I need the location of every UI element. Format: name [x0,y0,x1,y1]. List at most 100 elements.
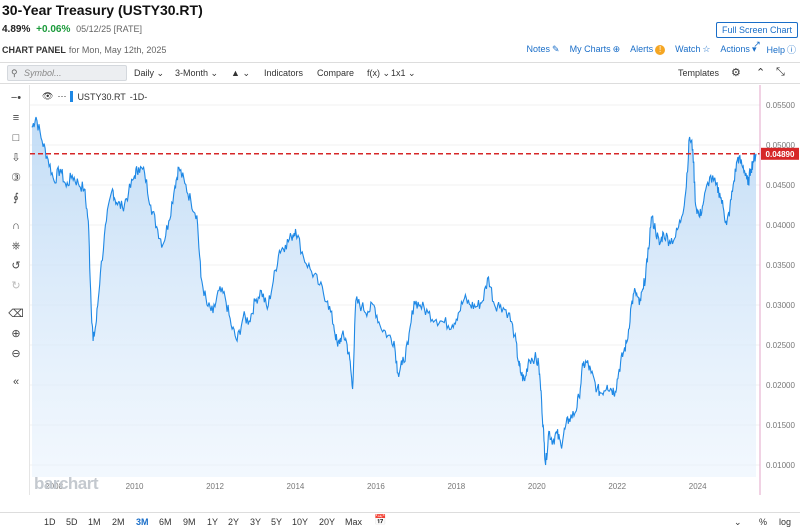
compare-button[interactable]: Compare [317,68,355,78]
counter-tool-icon[interactable]: ③ [11,172,21,184]
percent-toggle[interactable]: % [759,517,768,527]
more-icon[interactable]: ⋯ [57,91,67,101]
collapse-sidebar-icon[interactable]: « [12,376,20,388]
last-value-tag: 0.04890 [761,147,799,160]
period-dropdown[interactable]: 3-Month ⌄ [175,68,218,79]
x-tick-label: 2012 [206,482,224,491]
indicators-button[interactable]: Indicators [264,68,304,78]
templates-button[interactable]: Templates [678,68,720,78]
watch-link[interactable]: Watch ☆ [675,44,710,55]
range-button-6m[interactable]: 6M [159,517,172,527]
chevron-down-icon[interactable]: ⌄ [734,517,742,527]
chevron-down-icon: ⌄ [408,68,416,78]
range-button-3m[interactable]: 3M [136,517,149,527]
symbol-search-input[interactable]: ⚲ Symbol... [7,65,127,81]
chart-panel-label: CHART PANEL [2,45,66,55]
page-title: 30-Year Treasury (USTY30.RT) [2,2,203,18]
fullscreen-toggle-icon[interactable]: ⤡ [776,66,785,78]
help-icon: ⓘ [786,45,796,55]
fx-dropdown[interactable]: f(x) ⌄ [367,68,390,79]
series-swatch [70,91,74,102]
pattern-tool-icon[interactable]: ∮ [13,192,19,204]
help-label: Help [766,45,785,55]
full-screen-label: Full Screen Chart [721,25,793,35]
caret-down-icon: ▾ [751,44,757,54]
log-toggle[interactable]: log [779,517,792,527]
y-tick-label: 0.02500 [766,341,795,350]
interval-label: Daily [134,68,155,78]
redo-icon[interactable]: ↻ [11,280,21,292]
chevron-down-icon: ⌄ [210,68,219,78]
calendar-icon[interactable]: 📅 [374,515,387,526]
drawing-toolbar: −• ≡ □ ⇩ ③ ∮ ∩ ⎈ ↺ ↻ ⌫ ⊕ ⊖ « [0,85,30,495]
y-tick-label: 0.01000 [766,461,795,470]
y-tick-label: 0.05000 [766,141,795,150]
chart-legend: 👁 ⋯ USTY30.RT -1D- [42,91,147,102]
last-value-label: 0.04890 [766,150,795,159]
range-button-2y[interactable]: 2Y [228,517,240,527]
zoom-out-icon[interactable]: ⊖ [11,348,21,360]
y-tick-label: 0.02000 [766,381,795,390]
range-button-1y[interactable]: 1Y [207,517,219,527]
range-button-max[interactable]: Max [345,517,363,527]
y-axis: 0.05500 0.05000 0.04500 0.04000 0.03500 0.030… [766,101,795,470]
x-tick-label: 2024 [689,482,707,491]
undo-icon[interactable]: ↺ [11,260,21,272]
range-bar: 📅 ⌄ % log 1D 5D 1M 2M 3M 6M 9M 1Y 2Y 3Y 5Y 10Y 20Y Ma… [0,512,800,531]
range-button-10y[interactable]: 10Y [292,517,309,527]
alerts-label: Alerts [630,44,654,54]
expand-icon: ↗ [753,39,761,49]
range-button-1d[interactable]: 1D [44,517,56,527]
range-button-9m[interactable]: 9M [183,517,196,527]
chart-toolbar: ⚲ Symbol... Daily ⌄ 3-Month ⌄ ▲ ⌄ Indica… [0,62,800,84]
range-button-5y[interactable]: 5Y [271,517,283,527]
rectangle-tool-icon[interactable]: □ [12,132,20,144]
layout-label: 1x1 [391,68,406,78]
period-label: 3-Month [175,68,209,78]
last-price: 4.89% [2,24,31,35]
line-tool-icon[interactable]: −• [10,92,22,104]
arrow-tool-icon[interactable]: ⇩ [11,152,21,164]
quote-meta: 05/12/25 [RATE] [76,24,142,34]
chart-type-dropdown[interactable]: ▲ ⌄ [231,68,250,79]
edit-icon: ✎ [552,44,560,54]
y-tick-label: 0.04500 [766,181,795,190]
x-tick-label: 2008 [45,482,63,491]
legend-symbol: USTY30.RT [77,91,126,102]
layout-dropdown[interactable]: 1x1 ⌄ [391,68,416,79]
my-charts-link[interactable]: My Charts ⊕ [570,44,621,55]
chart-header: 30-Year Treasury (USTY30.RT) 4.89% +0.06… [0,0,800,62]
actions-dropdown[interactable]: Actions ▾ [720,44,756,55]
collapse-icon[interactable]: ⌃ [756,67,766,79]
eye-icon[interactable]: 👁 [42,91,54,101]
interval-dropdown[interactable]: Daily ⌄ [134,68,164,79]
x-tick-label: 2010 [126,482,144,491]
gear-icon[interactable]: ⚙ [731,67,741,79]
chevron-down-icon: ⌄ [382,68,391,78]
chevron-down-icon: ⌄ [242,68,250,78]
price-change: +0.06% [36,24,71,35]
fib-tool-icon[interactable]: ≡ [12,112,20,124]
lock-icon[interactable]: ⎈ [11,240,21,252]
search-icon: ⚲ [11,68,18,78]
y-tick-label: 0.04000 [766,221,795,230]
chevron-down-icon: ⌄ [156,68,165,78]
y-tick-label: 0.03500 [766,261,795,270]
zoom-in-icon[interactable]: ⊕ [11,328,21,340]
price-chart[interactable]: 0.05500 0.05000 0.04500 0.04000 0.03500 0.030… [30,85,800,495]
range-button-2m[interactable]: 2M [112,517,125,527]
y-tick-label: 0.01500 [766,421,795,430]
trash-icon[interactable]: ⌫ [8,308,24,320]
y-tick-label: 0.03000 [766,301,795,310]
range-button-5d[interactable]: 5D [66,517,78,527]
range-button-20y[interactable]: 20Y [319,517,336,527]
range-button-1m[interactable]: 1M [88,517,101,527]
help-link[interactable]: Help ⓘ [766,43,796,56]
range-button-3y[interactable]: 3Y [250,517,262,527]
alerts-link[interactable]: Alerts! [630,44,666,55]
magnet-icon[interactable]: ∩ [12,220,20,232]
notes-link[interactable]: Notes ✎ [527,44,560,55]
full-screen-chart-button[interactable]: Full Screen Chart ↗ [716,22,798,49]
my-charts-label: My Charts [569,44,611,54]
watch-label: Watch [675,44,701,54]
